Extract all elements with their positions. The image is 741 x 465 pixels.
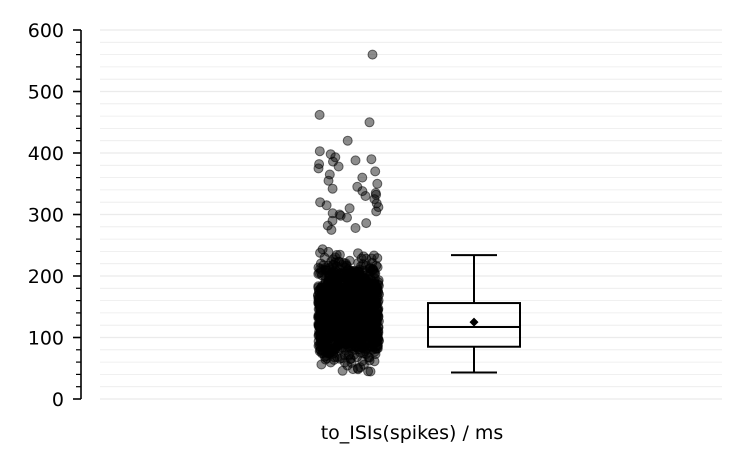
- data-point: [316, 297, 327, 308]
- y-tick-label: 200: [28, 266, 64, 288]
- data-point: [369, 250, 379, 261]
- data-point: [365, 341, 376, 352]
- data-point: [371, 206, 382, 217]
- data-point: [363, 326, 374, 337]
- data-point: [335, 353, 345, 364]
- y-tick-label: 0: [52, 389, 64, 411]
- data-point: [325, 299, 335, 310]
- y-tick-label: 600: [28, 20, 64, 42]
- data-point: [355, 286, 366, 297]
- data-point: [314, 146, 325, 157]
- data-point: [342, 135, 353, 146]
- data-point: [368, 265, 379, 276]
- data-point: [326, 224, 337, 235]
- y-tick-label: 100: [28, 328, 64, 350]
- y-axis: 0 100 200 300 400 500 600: [28, 20, 82, 411]
- data-point: [349, 308, 359, 319]
- data-point: [366, 154, 377, 165]
- data-point: [360, 273, 371, 284]
- data-point: [315, 263, 326, 274]
- data-point: [360, 191, 371, 201]
- data-point: [320, 312, 331, 323]
- data-point: [323, 175, 334, 186]
- data-point: [320, 275, 331, 286]
- data-point: [340, 293, 351, 304]
- data-point: [357, 186, 368, 197]
- data-point: [319, 320, 330, 331]
- box-iqr: [427, 302, 521, 348]
- mean-marker: [469, 317, 479, 327]
- data-point: [350, 155, 361, 166]
- data-point: [342, 212, 352, 223]
- x-axis-label: to_ISIs(spikes) / ms: [321, 422, 504, 444]
- data-point: [340, 325, 351, 336]
- data-point: [331, 261, 342, 272]
- data-point: [363, 366, 374, 377]
- data-point: [350, 223, 361, 233]
- y-tick-label: 300: [28, 205, 64, 227]
- data-point: [358, 341, 369, 352]
- data-point: [352, 352, 362, 363]
- data-point: [313, 163, 324, 174]
- data-point: [326, 320, 337, 331]
- data-point: [328, 271, 339, 282]
- data-point: [342, 264, 353, 275]
- grid: [100, 29, 722, 400]
- data-point: [351, 341, 362, 352]
- data-point: [355, 327, 366, 338]
- y-tick-label: 400: [28, 143, 64, 165]
- data-point: [340, 336, 351, 347]
- data-point: [364, 117, 375, 128]
- data-point: [341, 261, 352, 272]
- data-point: [337, 365, 348, 376]
- data-point: [357, 172, 368, 183]
- data-point: [319, 252, 330, 263]
- data-point: [356, 298, 367, 309]
- data-point: [356, 253, 367, 264]
- data-point: [328, 348, 339, 358]
- data-point: [364, 355, 375, 366]
- data-point: [372, 178, 383, 189]
- data-point: [339, 303, 350, 314]
- data-point: [329, 289, 340, 300]
- data-point: [336, 316, 347, 327]
- data-point: [314, 109, 325, 120]
- data-point: [353, 248, 363, 259]
- box-plot: [427, 254, 521, 374]
- data-point: [369, 298, 380, 309]
- data-point: [370, 166, 381, 177]
- data-point: [330, 327, 341, 338]
- data-point: [322, 332, 333, 343]
- data-point: [333, 161, 344, 172]
- y-tick-label: 500: [28, 82, 64, 104]
- data-point: [349, 280, 360, 291]
- data-point: [367, 49, 378, 60]
- data-point: [320, 281, 331, 291]
- data-point: [361, 218, 372, 229]
- data-point: [321, 200, 332, 211]
- data-point: [352, 363, 363, 374]
- data-point: [344, 203, 355, 214]
- data-point: [343, 279, 354, 290]
- data-point: [363, 290, 374, 301]
- data-point: [322, 336, 333, 347]
- data-point: [359, 297, 370, 308]
- scatter-points: [313, 49, 384, 377]
- data-point: [327, 183, 338, 194]
